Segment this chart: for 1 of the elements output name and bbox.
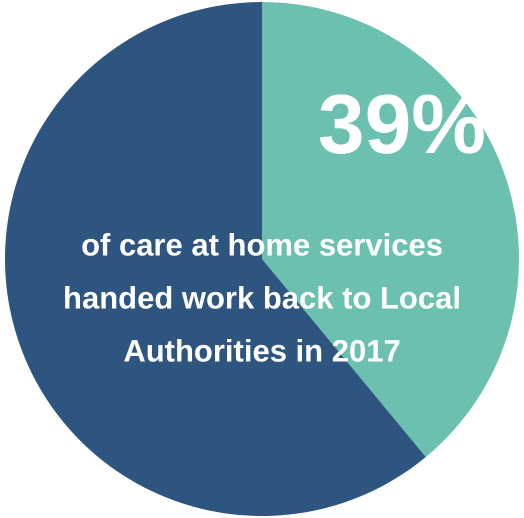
data-label: 39%: [318, 77, 486, 172]
